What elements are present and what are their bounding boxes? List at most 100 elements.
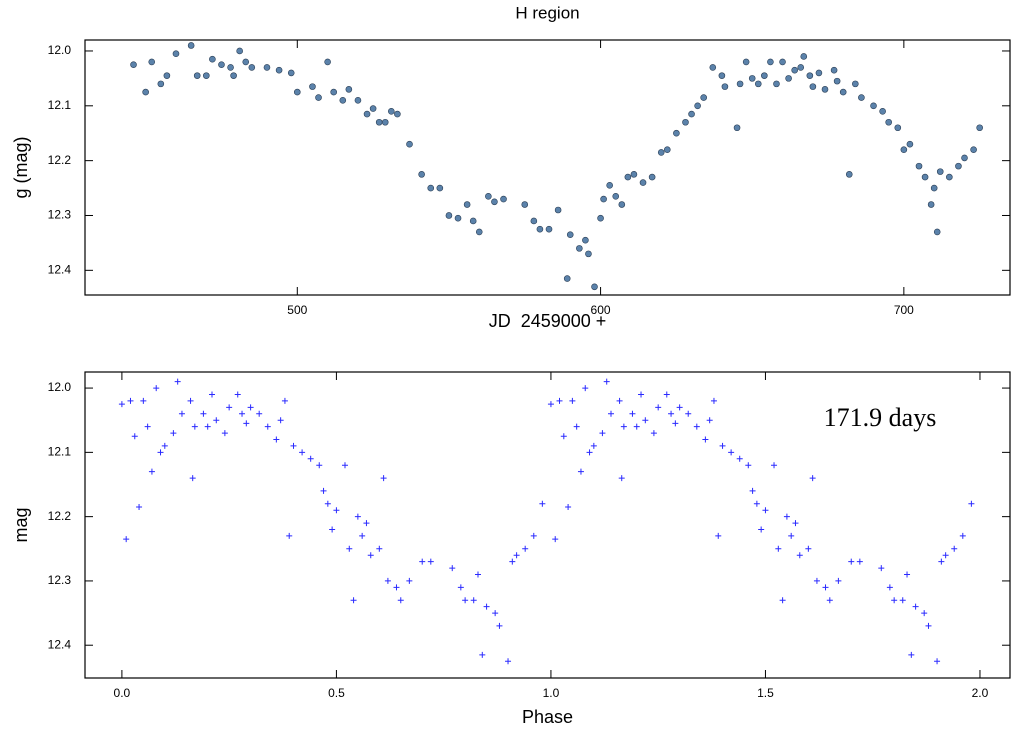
data-point	[299, 449, 306, 456]
data-point	[248, 64, 256, 71]
data-point	[187, 397, 194, 404]
data-point	[275, 66, 283, 74]
x-tick-label: 2.0	[972, 686, 989, 700]
data-point	[788, 532, 795, 539]
data-point	[830, 66, 838, 74]
data-point	[921, 610, 928, 617]
data-point	[369, 105, 377, 112]
data-point	[785, 75, 792, 82]
plot-frame	[84, 39, 1011, 296]
data-point	[925, 622, 932, 629]
data-point	[226, 404, 233, 411]
data-point	[805, 545, 812, 552]
data-point	[341, 462, 348, 469]
data-point	[733, 124, 741, 132]
data-point	[309, 83, 316, 90]
data-point	[513, 552, 520, 559]
data-point	[445, 212, 453, 219]
data-point	[552, 536, 559, 543]
data-point	[745, 462, 752, 469]
data-point	[629, 410, 636, 417]
data-point	[762, 507, 769, 514]
data-point	[290, 442, 297, 449]
data-point	[721, 83, 729, 90]
data-point	[845, 171, 853, 178]
data-point	[218, 61, 225, 68]
x-tick-label: 0.0	[114, 686, 131, 700]
data-point	[642, 417, 649, 424]
data-point	[500, 195, 507, 203]
data-point	[200, 410, 207, 417]
data-point	[955, 162, 962, 170]
data-point	[496, 622, 503, 629]
data-point	[569, 397, 576, 404]
data-point	[961, 154, 968, 162]
data-point	[170, 430, 177, 437]
data-point	[339, 97, 347, 104]
data-point	[127, 397, 134, 404]
data-point	[287, 69, 295, 77]
data-point	[346, 545, 353, 552]
data-point	[900, 146, 908, 153]
y-axis-label: mag	[11, 507, 31, 542]
data-point	[436, 184, 444, 192]
data-point	[427, 558, 434, 565]
data-point	[462, 597, 469, 604]
data-point	[620, 423, 627, 430]
data-point	[213, 417, 220, 424]
data-point	[359, 532, 366, 539]
data-point	[469, 217, 477, 225]
y-tick-label: 12.1	[48, 445, 72, 459]
data-point	[320, 487, 327, 494]
data-point	[554, 206, 562, 214]
data-point	[783, 513, 790, 520]
y-tick-label: 12.1	[48, 98, 72, 112]
data-point	[221, 430, 228, 437]
data-point	[891, 597, 898, 604]
data-point	[702, 436, 709, 443]
data-point	[599, 430, 606, 437]
data-point	[157, 80, 165, 88]
data-point	[142, 88, 149, 96]
data-point	[959, 532, 966, 539]
y-tick-label: 12.4	[48, 262, 72, 276]
chart-title: H region	[515, 3, 579, 22]
data-point	[324, 58, 331, 66]
data-point	[157, 449, 164, 456]
data-point	[230, 72, 237, 79]
data-point	[906, 140, 914, 148]
data-point	[163, 72, 171, 79]
y-tick-label: 12.0	[48, 43, 72, 57]
data-point	[736, 80, 744, 88]
plot-frame	[84, 371, 1011, 679]
data-point	[663, 146, 671, 153]
data-point	[286, 532, 293, 539]
data-point	[833, 77, 841, 85]
data-point	[324, 500, 331, 507]
x-tick-label: 1.5	[757, 686, 774, 700]
data-point	[685, 410, 692, 417]
data-point	[178, 410, 185, 417]
x-tick-label: 1.0	[543, 686, 560, 700]
data-point	[239, 410, 246, 417]
y-tick-label: 12.2	[48, 509, 72, 523]
data-point	[204, 423, 211, 430]
data-point	[277, 417, 284, 424]
data-point	[934, 658, 941, 665]
data-point	[936, 168, 944, 175]
data-point	[118, 401, 125, 408]
data-point	[293, 88, 301, 96]
data-point	[315, 94, 322, 101]
data-point	[603, 378, 610, 385]
data-point	[363, 110, 371, 118]
data-point	[742, 58, 750, 66]
data-point	[208, 391, 215, 398]
data-point	[394, 110, 401, 118]
data-point	[419, 558, 426, 565]
data-point	[688, 110, 695, 118]
data-point	[657, 149, 665, 156]
data-point	[612, 192, 620, 200]
data-point	[539, 500, 546, 507]
data-point	[773, 80, 780, 88]
